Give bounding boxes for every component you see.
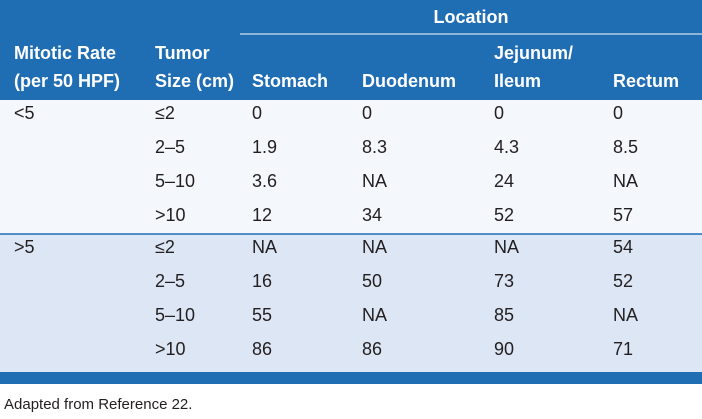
cell: >10 — [155, 339, 186, 359]
cell: 0 — [362, 103, 372, 123]
cell: 73 — [494, 271, 514, 291]
spanner: Location — [434, 7, 509, 27]
cell: 50 — [362, 271, 382, 291]
column-header: Tumor — [155, 43, 210, 63]
cell: ≤2 — [155, 103, 175, 123]
cell: NA — [613, 305, 638, 325]
column-header: Rectum — [613, 71, 679, 91]
cell: 2–5 — [155, 271, 185, 291]
group-band — [0, 100, 702, 234]
cell: NA — [613, 171, 638, 191]
cell: ≤2 — [155, 237, 175, 257]
cell: 8.5 — [613, 137, 638, 157]
cell: NA — [362, 305, 387, 325]
cell: 52 — [613, 271, 633, 291]
column-header: Duodenum — [362, 71, 456, 91]
cell: NA — [494, 237, 519, 257]
cell: NA — [252, 237, 277, 257]
bottom-band — [0, 372, 702, 384]
column-header: Jejunum/ — [494, 43, 573, 63]
cell: 8.3 — [362, 137, 387, 157]
cell: 16 — [252, 271, 272, 291]
mitotic-rate: >5 — [14, 237, 35, 257]
cell: 5–10 — [155, 171, 195, 191]
cell: 90 — [494, 339, 514, 359]
cell: 54 — [613, 237, 633, 257]
cell: 5–10 — [155, 305, 195, 325]
cell: NA — [362, 171, 387, 191]
cell: >10 — [155, 205, 186, 225]
cell: 57 — [613, 205, 633, 225]
column-header: Size (cm) — [155, 71, 234, 91]
column-header: (per 50 HPF) — [14, 71, 120, 91]
cell: 2–5 — [155, 137, 185, 157]
cell: NA — [362, 237, 387, 257]
header-band — [0, 0, 702, 100]
cell: 71 — [613, 339, 633, 359]
cell: 3.6 — [252, 171, 277, 191]
cell: 0 — [494, 103, 504, 123]
cell: 85 — [494, 305, 514, 325]
cell: 86 — [362, 339, 382, 359]
cell: 52 — [494, 205, 514, 225]
group-band — [0, 234, 702, 372]
column-header: Mitotic Rate — [14, 43, 116, 63]
cell: 12 — [252, 205, 272, 225]
column-header: Stomach — [252, 71, 328, 91]
cell: 24 — [494, 171, 514, 191]
footnote: Adapted from Reference 22. — [4, 396, 192, 413]
cell: 0 — [613, 103, 623, 123]
mitotic-rate: <5 — [14, 103, 35, 123]
cell: 34 — [362, 205, 382, 225]
cell: 1.9 — [252, 137, 277, 157]
cell: 86 — [252, 339, 272, 359]
column-header: Ileum — [494, 71, 541, 91]
cell: 4.3 — [494, 137, 519, 157]
cell: 55 — [252, 305, 272, 325]
cell: 0 — [252, 103, 262, 123]
